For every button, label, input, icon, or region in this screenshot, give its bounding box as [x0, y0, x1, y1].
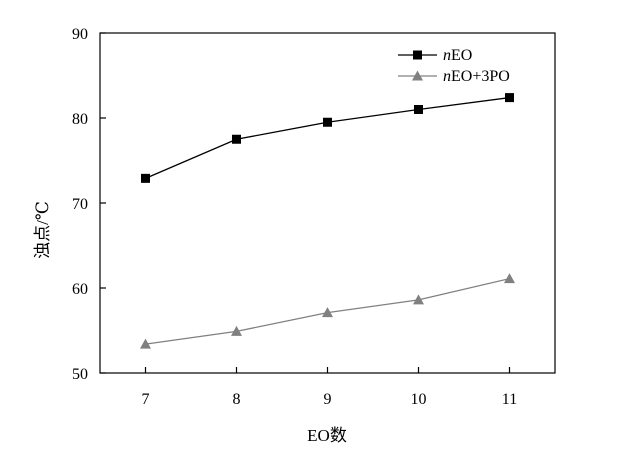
series-2-point	[413, 294, 424, 305]
y-axis-label: 浊点/℃	[33, 201, 52, 259]
y-tick-label: 80	[72, 111, 88, 128]
series-1-point	[505, 93, 514, 103]
series-1-point	[141, 173, 150, 183]
x-tick-label: 11	[502, 391, 517, 408]
series-1-point	[232, 134, 241, 144]
series-1-point	[414, 105, 423, 114]
series-2-point	[140, 338, 151, 349]
series-2-point	[504, 273, 515, 284]
x-tick-label: 8	[233, 391, 241, 408]
y-tick-label: 90	[72, 26, 88, 43]
x-tick-label: 7	[142, 391, 150, 408]
series-2-point	[322, 307, 333, 318]
x-tick-label: 10	[411, 391, 427, 408]
x-tick-label: 9	[324, 391, 332, 408]
x-axis-label: EO数	[307, 426, 347, 445]
y-tick-label: 50	[72, 366, 88, 383]
legend-label-2: nEO+3PO	[443, 68, 510, 85]
legend-marker-2	[412, 70, 423, 81]
series-1-point	[323, 117, 332, 127]
legend-label-1: nEO	[443, 47, 472, 64]
legend-marker-1	[413, 50, 422, 60]
series-2-point	[231, 325, 242, 336]
series-line-1	[145, 96, 510, 179]
y-tick-label: 70	[72, 196, 88, 213]
y-tick-label: 60	[72, 281, 88, 298]
